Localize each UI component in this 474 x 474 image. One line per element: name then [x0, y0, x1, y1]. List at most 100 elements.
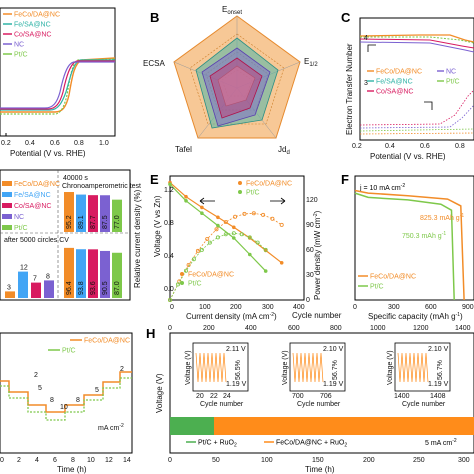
e-voltage-line [169, 182, 283, 264]
a-legend-nc: NC [14, 42, 24, 49]
c-xtick: 0.2 [352, 143, 362, 150]
d-top-value: 87.5 [102, 215, 109, 229]
e-power-point [251, 211, 256, 216]
c-line-ptc [360, 36, 474, 44]
c-legend-fesa: Fe/SA@NC [376, 79, 413, 86]
g-unit: mA cm-2 [98, 423, 124, 432]
e-legend-fecoda: FeCo/DA@NC [188, 272, 234, 279]
h-inset-top: 2.11 V [226, 346, 246, 353]
c-arrow-left [367, 44, 376, 52]
c-legend-ptc: Pt/C [446, 79, 460, 86]
d-bottom-right-value: 93.8 [78, 281, 85, 295]
f-xtick: 600 [425, 304, 437, 311]
g-xtick: 4 [35, 457, 39, 464]
panel-b: B Eonset E1/2 Jdd Tafel ECSA [143, 5, 318, 156]
e-y2tick: 0 [306, 297, 310, 304]
panel-d-frame [0, 169, 131, 301]
e-power-point [167, 297, 172, 302]
e-voltage-point [216, 223, 220, 228]
h-inset-3: 2.10 V 1.19 V 56.7% 1400 1408 Cycle numb… [387, 342, 451, 408]
e-legend-fecoda: FeCo/DA@NC [246, 181, 292, 188]
e-plot [167, 180, 284, 302]
a-xlabel: Potential (V vs. RHE) [10, 149, 86, 158]
h-inset-ylabel: Voltage (V) [185, 350, 192, 385]
panel-g: 2 2 5 8 10 8 5 mA cm-2 FeCo/DA@NC Pt/C 0… [0, 332, 133, 474]
h-legend-fecoda: FeCo/DA@NC + RuO2 [276, 440, 347, 449]
d-legend-swatch [2, 214, 12, 219]
e-power-point [175, 282, 180, 287]
c-legend: FeCo/DA@NC NC Fe/SA@NC Pt/C Co/SA@NC [367, 69, 460, 96]
c-line-ring-fecoda [359, 132, 474, 135]
d-legend-swatch [2, 225, 12, 230]
d-legend-swatch [2, 192, 12, 197]
c-legend-cosa: Co/SA@NC [376, 89, 413, 96]
d-bottom-bar [18, 271, 28, 298]
h-inset-tick: 24 [223, 393, 231, 400]
b-axis-e12: E1/2 [304, 57, 318, 68]
e-voltage-point [200, 211, 204, 215]
f-legend: FeCo/DA@NC Pt/C [358, 274, 416, 291]
panel-label-b: B [150, 10, 159, 25]
panel-a-frame [0, 7, 116, 137]
d-top-bar [88, 195, 98, 232]
e-power-point [263, 247, 268, 252]
g-line-fecoda [0, 371, 132, 413]
e-ylabel2: Power density (mW cm-2) [313, 210, 322, 300]
e-power-point [223, 219, 228, 224]
h-inset-ylabel: Voltage (V) [387, 350, 394, 385]
d-top-bar [100, 195, 110, 232]
e-power-line [169, 212, 282, 301]
e-voltage-point [216, 215, 220, 220]
d-top-value: 87.7 [90, 215, 97, 229]
e-y2tick: 60 [306, 247, 314, 254]
g-xtick: 0 [0, 457, 4, 464]
a-line-nc [0, 61, 115, 109]
h-inset-frame [394, 342, 451, 392]
a-xtick-label: 0.2 [1, 140, 11, 147]
d-bottom-right-value: 96.4 [66, 281, 73, 295]
h-inset-eff: 56.7% [437, 360, 444, 380]
c-legend-fecoda: FeCo/DA@NC [376, 69, 422, 76]
panel-label-f: F [341, 172, 349, 187]
e-power-point [242, 211, 247, 216]
panel-c-frame [359, 17, 474, 141]
d-legend-swatch [2, 181, 12, 186]
b-axis-eonset: Eonset [222, 5, 242, 16]
e-xtick: 0 [170, 304, 174, 311]
c-arrow-right [424, 101, 433, 110]
h-inset-top: 2.10 V [428, 346, 449, 353]
f-legend-ptc: Pt/C [370, 284, 384, 291]
e-power-point [255, 240, 260, 245]
panel-c: C 4 3 FeCo/DA@NC NC Fe/SA@NC Pt/C Co/SA@… [341, 10, 474, 161]
d-bottom-right-bar [76, 249, 86, 298]
g-step-label: 2 [34, 372, 38, 379]
f-discharge-line [354, 192, 455, 301]
d-bottom-right-bar [64, 247, 74, 298]
h-xtick: 250 [413, 457, 425, 464]
h-xtick: 300 [458, 457, 470, 464]
h-inset-tick: 22 [210, 393, 218, 400]
e-legend-marker [180, 272, 184, 276]
a-xtick-label: 0.4 [25, 140, 35, 147]
e-ytick: 0.8 [164, 220, 174, 227]
g-line-ptc [0, 377, 132, 421]
e-power-point [207, 240, 212, 245]
d-legend-ptc: Pt/C [14, 225, 28, 232]
e-power-point [279, 222, 284, 227]
h-inset-bot: 1.19 V [428, 381, 449, 388]
c-line-cosa [359, 38, 474, 49]
d-bottom-value: 8 [46, 273, 50, 280]
g-xtick: 2 [17, 457, 21, 464]
g-xlabel: Time (h) [57, 465, 87, 474]
d-top-bar [76, 194, 86, 232]
e-power-point [195, 248, 200, 253]
h-top-tick: 1200 [413, 325, 429, 332]
c-xtick: 0.6 [420, 143, 430, 150]
h-inset-trace [195, 352, 227, 383]
panel-label-c: C [341, 10, 351, 25]
a-legend-cosa: Co/SA@NC [14, 32, 51, 39]
panel-f-frame [354, 175, 474, 301]
h-inset-1: 2.11 V 1.19 V 56.5% 20 22 24 Cycle numbe… [185, 342, 249, 408]
h-legend: Pt/C + RuO2 FeCo/DA@NC + RuO2 [186, 440, 347, 449]
